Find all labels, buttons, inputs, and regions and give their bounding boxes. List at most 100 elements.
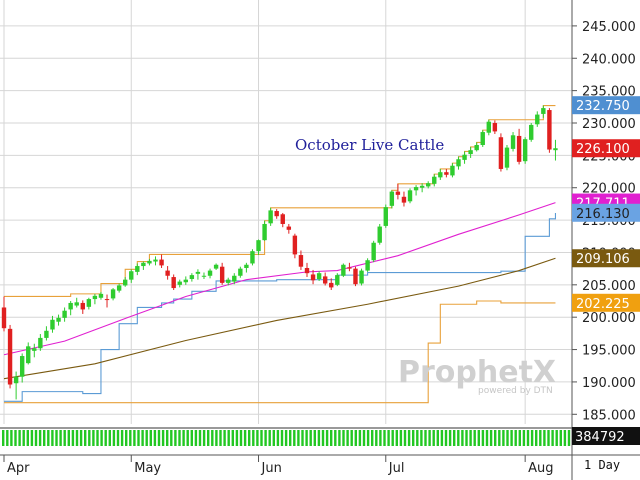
candle-body — [359, 270, 364, 284]
volume-bar — [59, 430, 62, 446]
volume-bar — [547, 430, 550, 446]
series-line-lower_channel — [4, 300, 556, 404]
volume-bar — [202, 430, 206, 446]
candle-body — [74, 302, 79, 306]
volume-bar — [473, 430, 476, 446]
volume-bar — [309, 430, 312, 446]
candle-body — [541, 108, 546, 114]
candle-body — [468, 150, 473, 155]
volume-bar — [563, 430, 567, 446]
candle-body — [244, 264, 249, 268]
volume-bar — [399, 430, 403, 446]
volume-bar — [522, 430, 526, 446]
volume-bar — [375, 430, 378, 446]
volume-bar — [260, 430, 263, 446]
volume-bar — [428, 430, 431, 446]
volume-bar — [530, 430, 534, 446]
volume-bar — [231, 430, 234, 446]
candle-body — [516, 135, 522, 162]
candle-body — [189, 275, 195, 279]
candle-body — [371, 242, 376, 261]
candle-body — [44, 330, 49, 338]
candle-body — [492, 122, 498, 132]
volume-bar — [141, 430, 144, 446]
candle-body — [383, 207, 388, 226]
candle-body — [480, 132, 485, 146]
volume-bar — [34, 430, 38, 446]
volume-bar — [498, 430, 501, 446]
volume-bar — [313, 430, 316, 446]
volume-bar — [321, 430, 325, 446]
y-tick-label: 200.000 — [582, 311, 636, 326]
volume-bar — [129, 430, 132, 446]
volume-bar — [243, 430, 247, 446]
volume-bar — [334, 430, 337, 446]
candle-body — [177, 281, 182, 285]
y-tick-label: 220.000 — [582, 182, 636, 197]
candle-body — [438, 172, 443, 178]
volume-bar — [526, 430, 530, 446]
candle-body — [462, 154, 467, 160]
volume-bar — [116, 430, 120, 446]
volume-bar — [26, 430, 29, 446]
x-tick-label: Aug — [528, 461, 553, 476]
grid — [0, 0, 572, 424]
volume-bar — [551, 430, 554, 446]
candle-body — [116, 285, 122, 291]
candle-body — [553, 148, 558, 151]
volume-bar — [395, 430, 398, 446]
volume-bar — [338, 430, 341, 446]
candle-body — [232, 275, 237, 282]
volume-bar — [403, 430, 407, 446]
volume-bar — [366, 430, 370, 446]
volume-bar — [514, 430, 517, 446]
volume-bar — [506, 430, 509, 446]
price-badge-text: 232.750 — [576, 99, 630, 114]
volume-bar — [125, 430, 128, 446]
candle-body — [213, 264, 219, 269]
volume-bar — [71, 430, 75, 446]
volume-bar — [465, 430, 468, 446]
candle-body — [341, 264, 346, 276]
volume-bar — [420, 430, 423, 446]
volume-bar — [174, 430, 177, 446]
candle-body — [280, 214, 285, 224]
volume-bar — [440, 430, 444, 446]
y-tick-label: 185.000 — [582, 408, 636, 423]
volume-bar — [219, 430, 222, 446]
volume-bar — [161, 430, 165, 446]
candle-body — [50, 319, 55, 330]
volume-bar — [256, 430, 259, 446]
volume-bar — [18, 430, 21, 446]
candle-body — [522, 139, 528, 162]
candle-body — [135, 266, 140, 272]
candle-body — [377, 226, 382, 243]
candle-body — [238, 268, 243, 276]
volume-bar — [489, 430, 493, 446]
candle-body — [86, 299, 92, 307]
period-label[interactable]: 1 Day — [584, 458, 620, 472]
candle-body — [316, 273, 322, 279]
candle-body — [201, 275, 207, 277]
volume-bar — [92, 430, 95, 446]
watermark: ProphetX powered by DTN — [398, 355, 556, 396]
candle-body — [432, 176, 437, 184]
y-tick-label: 190.000 — [582, 376, 636, 391]
volume-bar — [239, 430, 243, 446]
volume-bar — [461, 430, 464, 446]
price-badge-text: 226.100 — [576, 142, 630, 157]
y-tick-label: 230.000 — [582, 117, 636, 132]
y-tick-label: 245.000 — [582, 20, 636, 35]
x-tick-label: May — [134, 461, 161, 476]
candle-body — [474, 145, 479, 151]
volume-bar — [186, 430, 189, 446]
volume-bar — [502, 430, 505, 446]
volume-bar — [84, 430, 87, 446]
candle-body — [329, 282, 334, 288]
volume-bar — [63, 430, 66, 446]
volume-bar — [137, 430, 140, 446]
volume-bar — [198, 430, 202, 446]
y-tick-label: 240.000 — [582, 52, 636, 67]
volume-bar — [436, 430, 439, 446]
candle-body — [62, 310, 67, 318]
